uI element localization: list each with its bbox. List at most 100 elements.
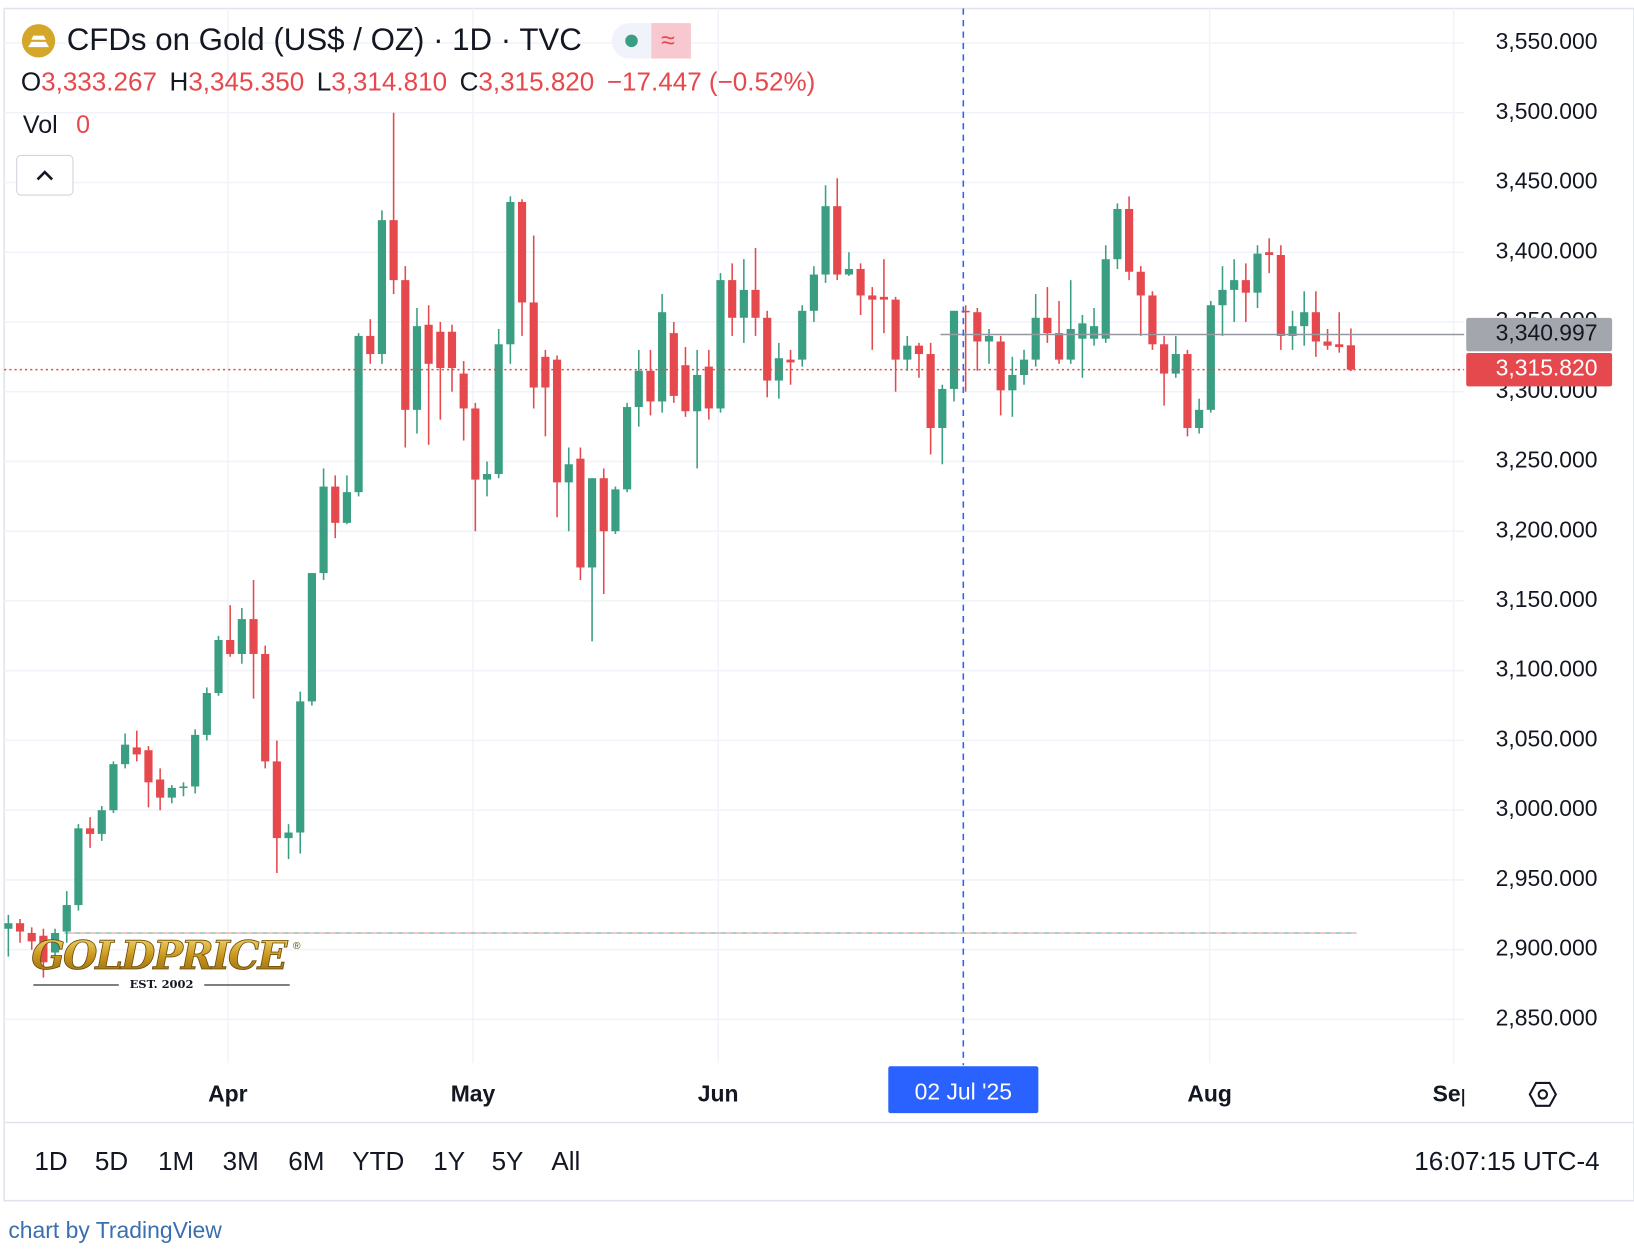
last-price-label: 3,315.820 [1496,355,1598,381]
range-button[interactable]: 5Y [492,1146,524,1176]
candle-body [1253,253,1262,293]
candle-body [237,619,246,654]
settings-icon[interactable] [1528,1081,1558,1107]
candle-body [611,489,620,532]
candle-body [844,268,853,275]
candle-body [996,341,1005,391]
candle-body [751,289,760,318]
candle-body [1171,354,1180,374]
last-price-label-bg [1466,352,1613,387]
candle-body [634,370,643,408]
range-button[interactable]: 5D [95,1146,128,1176]
candle-body [599,478,608,532]
candle-body [447,331,457,369]
candle-body [109,764,118,811]
collapse-icon [36,170,54,181]
chart-title: CFDs on Gold (US$ / OZ) · 1D · TVC [67,22,582,57]
candle-body [1008,374,1017,391]
candle-body [86,828,95,834]
y-tick-label: 2,900.000 [1496,935,1598,961]
candle-body [1031,317,1040,360]
candle-body [868,295,877,300]
y-tick-label: 3,250.000 [1496,447,1598,473]
attribution[interactable]: chart by TradingView [8,1217,222,1243]
ohlc-header: O3,333.267 H3,345.350 L3,314.810 C3,315.820… [21,66,816,96]
range-button[interactable]: 1Y [433,1146,465,1176]
y-tick-label: 3,400.000 [1496,237,1598,263]
candle-body [132,747,141,755]
candle-body [319,486,328,574]
range-button[interactable]: 3M [223,1146,259,1176]
candle-body [202,693,211,735]
range-button[interactable]: All [551,1146,580,1176]
y-tick-label: 3,500.000 [1496,98,1598,124]
candle-body [424,324,433,364]
candles [4,112,1357,978]
clock: 16:07:15 UTC-4 [1414,1146,1599,1176]
x-tick-label: Aug [1187,1080,1232,1106]
x-tick-label: Jun [698,1080,739,1106]
ohlc-key: H [170,66,189,96]
candle-body [1300,312,1309,327]
range-button[interactable]: 6M [288,1146,324,1176]
candle-body [482,474,492,480]
candle-body [1043,317,1052,334]
candle-body [1019,359,1029,375]
candle-body [1288,326,1297,336]
watermark-tagline: EST. 2002 [130,977,194,991]
candle-body [74,828,83,906]
candle-body [716,280,725,409]
candle-body [15,923,25,932]
candle-body [27,932,36,942]
candle-body [97,810,106,834]
candle-body [949,310,959,389]
candle-body [623,407,632,490]
candle-body [739,289,748,318]
collapse-button[interactable] [16,154,74,196]
candle-body [1078,323,1087,339]
candle-body [798,310,807,360]
status-badge: ≈ [661,26,675,54]
candle-body [156,779,165,798]
candle-body [284,832,293,839]
candle-body [296,701,305,833]
candle-body [1335,344,1344,348]
watermark-mark: ® [293,941,301,952]
candle-body [1101,259,1110,339]
candle-body [4,923,13,929]
candle-body [938,388,947,428]
crosshair-y-label: 3,340.997 [1496,320,1598,346]
candle-body [459,373,468,409]
x-tick-labels: Apr May Jun Aug Sep [208,1080,1464,1106]
ohlc-key: C [460,66,479,96]
range-button[interactable]: 1D [34,1146,67,1176]
candle-body [50,932,60,953]
candle-body [226,640,235,654]
candle-body [552,359,562,483]
range-button[interactable]: 1M [158,1146,194,1176]
candle-body [786,359,795,363]
candle-body [774,358,783,381]
grid [4,8,1465,1064]
candle-body [1160,344,1169,374]
change-value: −17.447 (−0.52%) [607,66,816,96]
candle-body [342,492,352,523]
symbol-icon [21,24,56,58]
candle-body [1265,252,1274,256]
status-dot [625,34,638,48]
candle-body [1218,289,1227,306]
candle-body [833,206,842,275]
candle-body [377,220,387,355]
candle-body [576,458,585,568]
candle-body [1113,208,1122,260]
range-button[interactable]: YTD [352,1146,404,1176]
watermark-name: GOLDPRICE [31,933,288,979]
ohlc-value: 3,315.820 [478,66,594,96]
volume-value: 0 [76,111,90,139]
candle-body [191,734,200,787]
candle-body [914,345,924,355]
candle-body [272,761,281,839]
status-badge-bg [651,23,691,59]
symbol-icon-bars [28,35,49,48]
candle-body [506,202,515,345]
